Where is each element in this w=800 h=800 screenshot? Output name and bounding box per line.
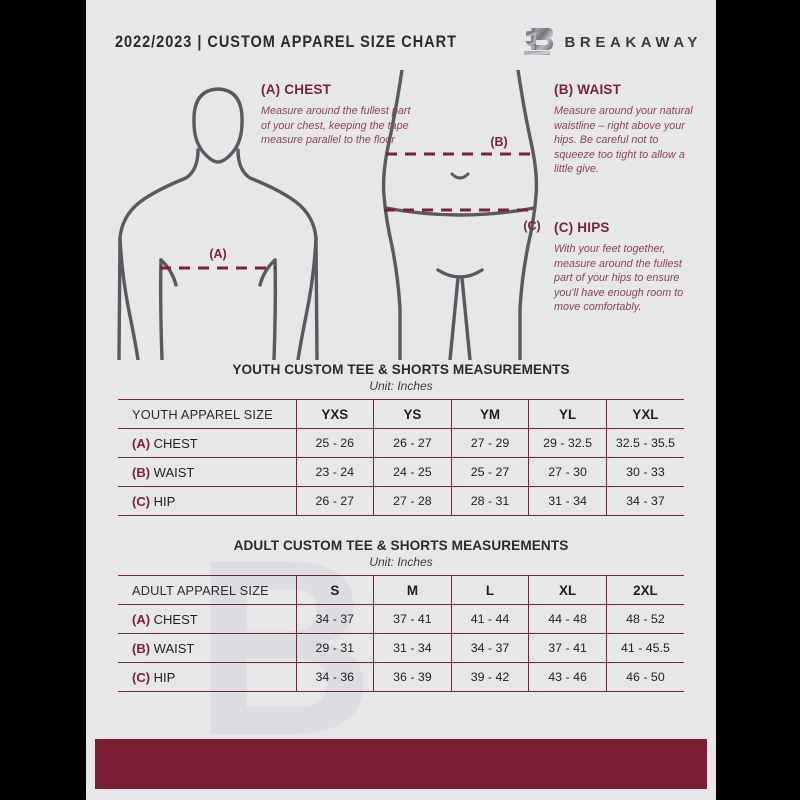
measurement-tag: (A) [132,611,151,627]
measurement-value: 48 - 52 [605,604,684,634]
measurement-name: HIP [150,669,176,685]
row-header-label: YOUTH APPAREL SIZE [118,399,296,429]
callout-hips: (C) HIPS With your feet together, measur… [554,220,702,315]
measurement-value: 25 - 26 [295,428,374,458]
youth-table-body: YOUTH APPAREL SIZE YXS YS YM YL YXL (A) CHEST 2… [118,399,684,516]
footer-bar [95,739,707,789]
measurement-value: 26 - 27 [373,428,452,458]
breakaway-b-monogram-icon [523,26,554,58]
measurement-tag: (C) [132,669,151,685]
column-header: YXL [605,399,684,429]
measurement-value: 25 - 27 [450,457,529,487]
measurement-value: 34 - 36 [295,662,374,692]
table-row: (B) WAIST 23 - 24 24 - 25 25 - 27 27 - 30 30 … [118,457,684,487]
measurement-label: (A) CHEST [118,428,296,458]
measurement-value: 36 - 39 [373,662,452,692]
column-header: YM [450,399,529,429]
brand-name: BREAKAWAY [564,33,702,51]
measurement-tag: (C) [132,493,151,509]
measurement-value: 31 - 34 [373,633,452,663]
column-header: M [373,575,452,605]
measurement-tag: (B) [132,640,151,656]
body-outline-diagram: (A) (B) (C) [117,70,541,360]
column-header: XL [528,575,607,605]
row-header-label: ADULT APPAREL SIZE [118,575,296,605]
measurement-value: 30 - 33 [605,457,684,487]
callout-chest-body: Measure around the fullest part of your … [261,105,411,147]
adult-table-body: ADULT APPAREL SIZE S M L XL 2XL (A) CHEST 34 - … [118,575,684,692]
measurement-value: 27 - 28 [373,486,452,516]
callout-hips-body: With your feet together, measure around … [554,243,684,314]
measurement-name: WAIST [150,640,195,656]
measurement-value: 28 - 31 [450,486,529,516]
table-row: (B) WAIST 29 - 31 31 - 34 34 - 37 37 - 41 41 … [118,633,684,663]
page-title: 2022/2023 | CUSTOM APPAREL SIZE CHART [115,32,457,51]
measurement-name: HIP [150,493,176,509]
measurement-value: 34 - 37 [295,604,374,634]
adult-size-table-block: ADULT CUSTOM TEE & SHORTS MEASUREMENTS U… [86,538,716,692]
measurement-value: 37 - 41 [528,633,607,663]
measurement-value: 27 - 30 [528,457,607,487]
youth-table-unit: Unit: Inches [369,379,433,393]
column-header: L [450,575,529,605]
youth-size-table: YOUTH APPAREL SIZE YXS YS YM YL YXL (A) CHEST 2… [118,399,684,516]
measurement-value: 41 - 44 [450,604,529,634]
measurement-name: CHEST [150,611,198,627]
callout-waist-body: Measure around your natural waistline – … [554,105,693,176]
measurement-name: WAIST [150,464,195,480]
measurement-value: 37 - 41 [373,604,452,634]
column-header: 2XL [605,575,684,605]
measurement-illustrations: (A) (B) (C) (A) CHEST Measure around the… [86,70,716,360]
callout-chest: (A) CHEST Measure around the fullest par… [261,82,411,148]
column-header: YS [373,399,452,429]
measurement-value: 23 - 24 [295,457,374,487]
brand-lockup: BREAKAWAY [523,26,702,58]
measurement-label: (C) HIP [118,662,296,692]
marker-label-a: (A) [209,247,226,261]
table-header-row: YOUTH APPAREL SIZE YXS YS YM YL YXL [118,399,684,429]
measurement-value: 29 - 31 [295,633,374,663]
adult-size-table: ADULT APPAREL SIZE S M L XL 2XL (A) CHEST 34 - … [118,575,684,692]
adult-table-heading: ADULT CUSTOM TEE & SHORTS MEASUREMENTS [233,538,569,553]
table-header-row: ADULT APPAREL SIZE S M L XL 2XL [118,575,684,605]
youth-table-heading: YOUTH CUSTOM TEE & SHORTS MEASUREMENTS [232,362,570,377]
measurement-value: 44 - 48 [528,604,607,634]
table-row: (A) CHEST 34 - 37 37 - 41 41 - 44 44 - 48 48 … [118,604,684,634]
column-header: YL [528,399,607,429]
table-row: (A) CHEST 25 - 26 26 - 27 27 - 29 29 - 32.5 3… [118,428,684,458]
callout-hips-title: (C) HIPS [554,220,610,235]
measurement-value: 26 - 27 [295,486,374,516]
youth-size-table-block: YOUTH CUSTOM TEE & SHORTS MEASUREMENTS U… [86,362,716,516]
measurement-name: CHEST [150,435,198,451]
measurement-label: (C) HIP [118,486,296,516]
marker-label-c: (C) [523,219,540,233]
callout-waist: (B) WAIST Measure around your natural wa… [554,82,702,177]
callout-waist-title: (B) WAIST [554,82,622,97]
adult-table-unit: Unit: Inches [369,555,433,569]
page-header: 2022/2023 | CUSTOM APPAREL SIZE CHART [86,22,716,62]
measurement-value: 34 - 37 [605,486,684,516]
measurement-value: 43 - 46 [528,662,607,692]
size-chart-page: B 2022/2023 | CUSTOM APPAREL SIZE CHART [86,0,716,800]
measurement-tag: (A) [132,435,151,451]
measurement-value: 41 - 45.5 [605,633,684,663]
column-header: S [295,575,374,605]
measurement-label: (B) WAIST [118,633,296,663]
measurement-value: 32.5 - 35.5 [605,428,684,458]
measurement-value: 34 - 37 [450,633,529,663]
measurement-tag: (B) [132,464,151,480]
column-header: YXS [295,399,374,429]
table-row: (C) HIP 34 - 36 36 - 39 39 - 42 43 - 46 46 - … [118,662,684,692]
measurement-value: 31 - 34 [528,486,607,516]
marker-label-b: (B) [490,135,507,149]
table-row: (C) HIP 26 - 27 27 - 28 28 - 31 31 - 34 34 - … [118,486,684,516]
measurement-value: 46 - 50 [605,662,684,692]
measurement-value: 39 - 42 [450,662,529,692]
callout-chest-title: (A) CHEST [261,82,332,97]
measurement-label: (B) WAIST [118,457,296,487]
measurement-value: 24 - 25 [373,457,452,487]
measurement-label: (A) CHEST [118,604,296,634]
measurement-value: 29 - 32.5 [528,428,607,458]
measurement-value: 27 - 29 [450,428,529,458]
